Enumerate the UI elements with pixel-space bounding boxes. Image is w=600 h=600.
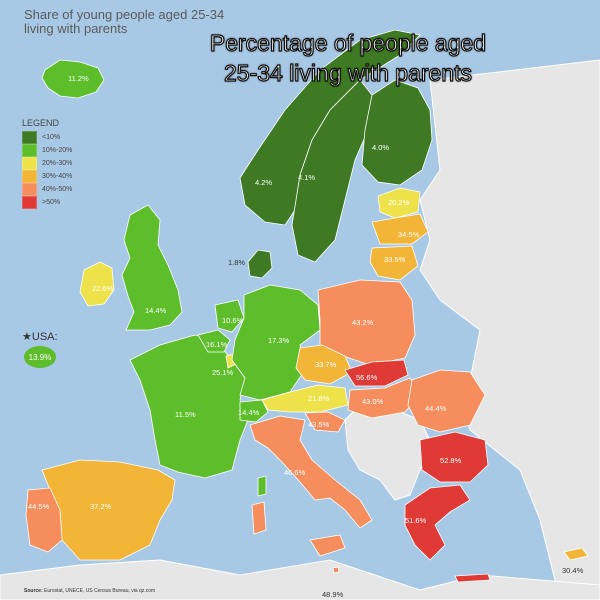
region-greece bbox=[404, 484, 471, 561]
legend-swatch bbox=[22, 131, 37, 144]
legend-label: >50% bbox=[42, 199, 61, 206]
region-denmark bbox=[247, 249, 273, 279]
value-label-sweden: 4.1% bbox=[298, 173, 316, 182]
region-sweden bbox=[291, 79, 373, 263]
value-label-france: 11.5% bbox=[175, 410, 196, 419]
legend-label: 40%-50% bbox=[42, 186, 73, 193]
legend-label: 20%-30% bbox=[42, 160, 73, 167]
source-prefix: Source: bbox=[24, 588, 43, 594]
value-label-united-kingdom: 14.4% bbox=[145, 306, 167, 315]
value-label-iceland: 11.2% bbox=[68, 74, 89, 83]
value-label-luxembourg: 25.1% bbox=[212, 368, 234, 377]
value-label-latvia: 34.5% bbox=[398, 230, 420, 239]
region-netherlands bbox=[214, 299, 245, 333]
legend-label: 10%-20% bbox=[42, 147, 73, 154]
value-label-switzerland: 14.4% bbox=[238, 408, 260, 417]
legend-swatch bbox=[22, 157, 37, 170]
legend-item: >50% bbox=[22, 196, 72, 209]
land-africa bbox=[0, 559, 600, 600]
region-romania bbox=[407, 369, 486, 433]
region-sicily bbox=[309, 534, 346, 557]
source-note: Source: Eurostat, UNECE, US Census Burea… bbox=[24, 588, 155, 594]
value-label-germany: 17.3% bbox=[268, 336, 290, 345]
map-subtitle: Share of young people aged 25-34 living … bbox=[24, 8, 224, 36]
legend-item: 10%-20% bbox=[22, 144, 72, 157]
value-label-slovenia: 43.5% bbox=[308, 420, 330, 429]
value-label-malta: 48.9% bbox=[322, 590, 344, 599]
legend-swatch bbox=[22, 144, 37, 157]
region-latvia bbox=[371, 213, 429, 245]
region-ireland bbox=[79, 261, 115, 307]
value-label-estonia: 20.2% bbox=[388, 198, 410, 207]
region-austria bbox=[261, 384, 349, 413]
value-label-bulgaria: 52.8% bbox=[440, 456, 462, 465]
region-corsica bbox=[257, 475, 267, 497]
region-finland bbox=[361, 79, 433, 186]
value-label-slovakia: 56.6% bbox=[356, 373, 378, 382]
region-lithuania bbox=[369, 245, 419, 281]
legend-item: <10% bbox=[22, 131, 72, 144]
value-label-finland: 4.0% bbox=[372, 143, 390, 152]
usa-label: ★USA: bbox=[22, 330, 58, 343]
subtitle-line-1: Share of young people aged 25-34 bbox=[24, 7, 225, 22]
region-switzerland bbox=[239, 399, 269, 423]
usa-badge: 13.9% bbox=[24, 346, 56, 368]
headline-caption: Percentage of people aged 25-34 living w… bbox=[158, 28, 538, 88]
value-label-greece: 51.6% bbox=[405, 516, 427, 525]
region-estonia bbox=[377, 187, 421, 219]
value-label-lithuania: 33.5% bbox=[384, 255, 406, 264]
value-label-spain: 37.2% bbox=[90, 502, 112, 511]
source-text: Eurostat, UNECE, US Census Bureau, via q… bbox=[44, 588, 156, 594]
region-united-kingdom bbox=[121, 204, 183, 331]
value-label-cyprus: 30.4% bbox=[562, 566, 584, 575]
legend-item: 40%-50% bbox=[22, 183, 72, 196]
headline-line-2: 25-34 living with parents bbox=[223, 59, 473, 86]
value-label-portugal: 44.5% bbox=[28, 502, 50, 511]
value-label-poland: 43.2% bbox=[352, 318, 374, 327]
region-slovakia bbox=[344, 359, 409, 387]
value-label-norway: 4.2% bbox=[255, 178, 273, 187]
legend-swatch bbox=[22, 196, 37, 209]
value-label-czechia: 33.7% bbox=[315, 360, 337, 369]
value-label-romania: 44.4% bbox=[425, 404, 447, 413]
value-label-austria: 21.8% bbox=[308, 394, 330, 403]
region-belgium bbox=[197, 329, 231, 353]
legend-label: 30%-40% bbox=[42, 173, 73, 180]
region-poland bbox=[317, 279, 416, 366]
region-italy bbox=[249, 415, 373, 529]
region-bulgaria bbox=[419, 431, 489, 483]
value-label-hungary: 43.0% bbox=[362, 397, 384, 406]
region-slovenia bbox=[304, 411, 346, 433]
legend-swatch bbox=[22, 170, 37, 183]
region-cyprus bbox=[563, 547, 589, 561]
legend-label: <10% bbox=[42, 134, 61, 141]
region-sardinia bbox=[251, 501, 267, 535]
usa-label-text: USA: bbox=[31, 331, 58, 343]
headline-line-1: Percentage of people aged bbox=[209, 29, 487, 56]
star-icon: ★ bbox=[22, 331, 32, 343]
value-label-belgium: 16.1% bbox=[206, 340, 228, 349]
land-nodata bbox=[419, 59, 600, 600]
subtitle-line-2: living with parents bbox=[24, 21, 128, 36]
value-label-italy: 46.6% bbox=[284, 468, 306, 477]
value-label-denmark: 1.8% bbox=[228, 258, 246, 267]
legend-swatch bbox=[22, 183, 37, 196]
region-crete bbox=[454, 573, 491, 583]
value-label-ireland: 22.6% bbox=[92, 284, 114, 293]
legend: LEGEND <10% 10%-20% 20%-30% 30%-40% 40%-… bbox=[22, 118, 72, 209]
region-iceland bbox=[41, 59, 105, 99]
legend-item: 30%-40% bbox=[22, 170, 72, 183]
legend-title: LEGEND bbox=[22, 118, 60, 128]
legend-item: 20%-30% bbox=[22, 157, 72, 170]
value-label-netherlands: 10.6% bbox=[222, 316, 244, 325]
region-portugal bbox=[25, 487, 63, 553]
usa-value: 13.9% bbox=[28, 352, 52, 362]
region-czechia bbox=[295, 344, 353, 385]
region-malta bbox=[332, 566, 340, 574]
